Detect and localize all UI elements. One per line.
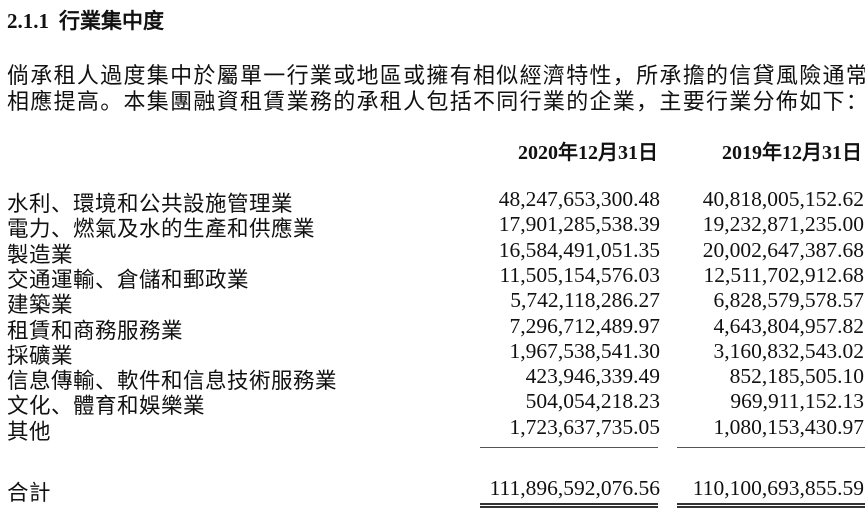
value-2020: 16,584,491,051.35 bbox=[498, 237, 660, 262]
section-title: 行業集中度 bbox=[59, 9, 164, 33]
paragraph-line-1: 倘承租人過度集中於屬單一行業或地區或擁有相似經濟特性，所承擔的信貸風險通常會 bbox=[7, 63, 865, 88]
industry-label: 租賃和商務服務業 bbox=[7, 318, 184, 343]
industry-label: 製造業 bbox=[7, 242, 74, 267]
value-2019: 969,911,152.13 bbox=[730, 389, 864, 414]
total-double-rule-2019 bbox=[677, 503, 865, 508]
section-number: 2.1.1 bbox=[7, 9, 49, 33]
industry-label: 建築業 bbox=[7, 293, 74, 318]
value-2019: 1,080,153,430.97 bbox=[713, 414, 865, 439]
total-row: 合計 111,896,592,076.56 110,100,693,855.59 bbox=[7, 476, 865, 505]
value-2019: 3,160,832,543.02 bbox=[713, 338, 865, 363]
value-2020: 11,505,154,576.03 bbox=[499, 262, 660, 287]
industry-label: 採礦業 bbox=[7, 343, 74, 368]
value-2020: 1,967,538,541.30 bbox=[509, 338, 661, 363]
subtotal-rule-2020 bbox=[480, 447, 658, 448]
value-2020: 48,247,653,300.48 bbox=[498, 187, 660, 211]
industry-label: 交通運輸、倉儲和郵政業 bbox=[7, 267, 250, 292]
value-2019: 852,185,505.10 bbox=[729, 364, 864, 389]
paragraph-line-2: 相應提高。本集團融資租賃業務的承租人包括不同行業的企業，主要行業分佈如下： bbox=[7, 89, 865, 114]
value-2019: 12,511,702,912.68 bbox=[703, 262, 864, 287]
table-row: 租賃和商務服務業 7,296,712,489.97 4,643,804,957.82 bbox=[7, 313, 865, 343]
value-2019: 4,643,804,957.82 bbox=[713, 313, 865, 338]
industry-label: 其他 bbox=[7, 419, 52, 444]
column-header-2020: 2020年12月31日 bbox=[518, 142, 658, 164]
value-2019: 40,818,005,152.62 bbox=[702, 187, 864, 211]
total-label: 合計 bbox=[7, 481, 52, 505]
value-2020: 7,296,712,489.97 bbox=[509, 313, 661, 338]
value-2019: 6,828,579,578.57 bbox=[713, 288, 865, 313]
value-2020: 17,901,285,538.39 bbox=[498, 212, 660, 237]
total-double-rule-2020 bbox=[480, 503, 658, 508]
total-2019: 110,100,693,855.59 bbox=[692, 476, 864, 500]
table-row: 製造業 16,584,491,051.35 20,002,647,387.68 bbox=[7, 237, 865, 267]
industry-label: 水利、環境和公共設施管理業 bbox=[7, 192, 294, 216]
table-row: 信息傳輸、軟件和信息技術服務業 423,946,339.49 852,185,505… bbox=[7, 364, 865, 393]
table-row: 其他 1,723,637,735.05 1,080,153,430.97 bbox=[7, 414, 865, 444]
value-2020: 423,946,339.49 bbox=[525, 364, 660, 389]
column-header-2019: 2019年12月31日 bbox=[722, 142, 862, 164]
value-2019: 20,002,647,387.68 bbox=[702, 237, 864, 262]
industry-label: 電力、燃氣及水的生產和供應業 bbox=[7, 217, 316, 242]
total-2020: 111,896,592,076.56 bbox=[489, 476, 660, 500]
value-2020: 1,723,637,735.05 bbox=[509, 414, 661, 439]
table-row: 文化、體育和娛樂業 504,054,218.23 969,911,152.13 bbox=[7, 389, 865, 418]
table-row: 建築業 5,742,118,286.27 6,828,579,578.57 bbox=[7, 288, 865, 317]
table-row: 交通運輸、倉儲和郵政業 11,505,154,576.03 12,511,702,9… bbox=[7, 262, 865, 292]
value-2020: 5,742,118,286.27 bbox=[510, 288, 660, 313]
value-2020: 504,054,218.23 bbox=[525, 389, 660, 414]
subtotal-rule-2019 bbox=[677, 447, 865, 448]
industry-label: 信息傳輸、軟件和信息技術服務業 bbox=[7, 369, 338, 394]
table-row: 採礦業 1,967,538,541.30 3,160,832,543.02 bbox=[7, 338, 865, 368]
table-row: 電力、燃氣及水的生產和供應業 17,901,285,538.39 19,232,87… bbox=[7, 212, 865, 241]
table-row: 水利、環境和公共設施管理業 48,247,653,300.48 40,818,005… bbox=[7, 187, 865, 216]
industry-label: 文化、體育和娛樂業 bbox=[7, 394, 206, 419]
section-heading: 2.1.1 行業集中度 bbox=[7, 5, 164, 35]
value-2019: 19,232,871,235.00 bbox=[702, 212, 864, 237]
